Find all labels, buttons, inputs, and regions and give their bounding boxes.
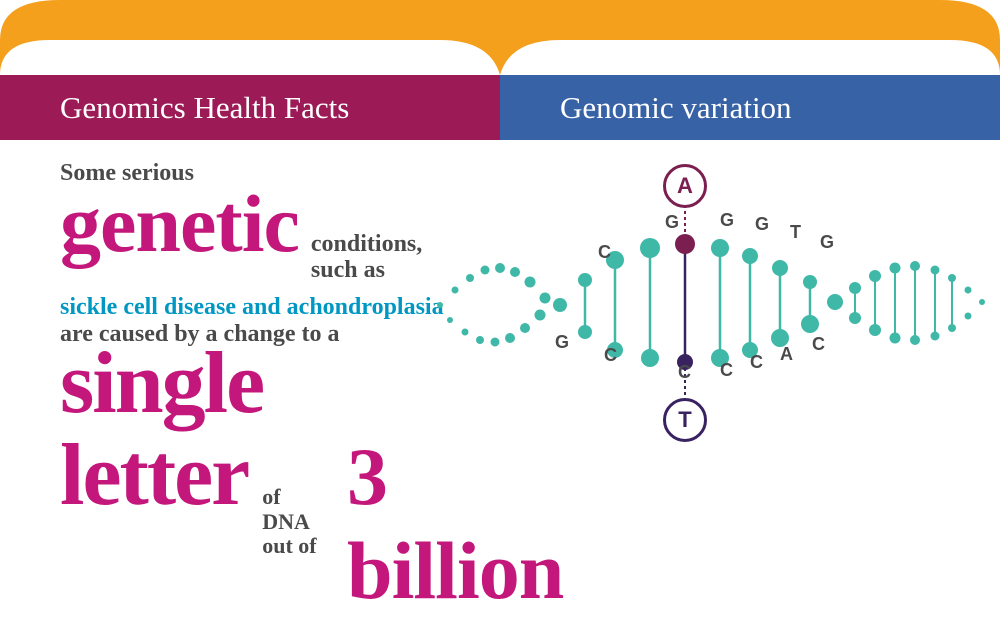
dna-svg — [420, 170, 1000, 470]
text-ofdna-a: of DNA — [262, 484, 310, 533]
base-label: G — [820, 232, 834, 253]
base-label: G — [555, 332, 569, 353]
base-label: A — [780, 344, 793, 365]
base-label: C — [750, 352, 763, 373]
circled-base-a: A — [663, 164, 707, 208]
base-label: C — [604, 345, 617, 366]
base-label: C — [812, 334, 825, 355]
base-label: T — [790, 222, 801, 243]
base-label: C — [678, 362, 691, 383]
dna-illustration: A T GGGTGCGCCCCAC — [420, 170, 1000, 470]
base-label: G — [755, 214, 769, 235]
base-label: G — [665, 212, 679, 233]
base-label: C — [598, 242, 611, 263]
base-label: C — [720, 360, 733, 381]
text-ofdna-b: out of — [262, 533, 316, 558]
text-conditions: conditions, such as — [311, 231, 422, 284]
circled-base-t: T — [663, 398, 707, 442]
helix-group — [437, 204, 985, 406]
text-conditions-b: such as — [311, 257, 385, 283]
header: Genomics Health Facts Genomic variation — [0, 0, 1000, 140]
title-right: Genomic variation — [500, 75, 1000, 140]
title-bar: Genomics Health Facts Genomic variation — [0, 75, 1000, 140]
text-conditions-a: conditions, — [311, 231, 422, 257]
orange-shape — [0, 0, 1000, 75]
title-left: Genomics Health Facts — [0, 75, 500, 140]
text-ofdna: of DNA out of — [262, 485, 333, 558]
word-letter: letter — [60, 425, 248, 526]
base-label: G — [720, 210, 734, 231]
word-genetic: genetic — [60, 177, 299, 271]
